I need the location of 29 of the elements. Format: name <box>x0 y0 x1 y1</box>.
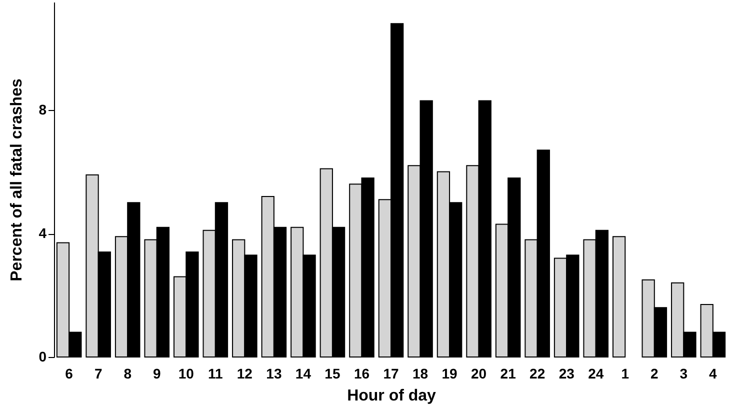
x-tick-label: 22 <box>530 366 546 382</box>
x-tick-label: 3 <box>680 366 688 382</box>
x-tick-label: 20 <box>471 366 487 382</box>
x-tick-label: 9 <box>152 366 161 382</box>
x-tick-label: 24 <box>588 366 604 382</box>
x-tick-label: 11 <box>208 366 224 382</box>
x-tick-label: 7 <box>94 366 102 382</box>
y-axis-title: Percent of all fatal crashes <box>8 78 26 282</box>
x-tick-label: 18 <box>412 366 428 382</box>
x-axis-title: Hour of day <box>347 388 436 404</box>
x-tick-label: 12 <box>236 366 253 382</box>
x-tick-label: 16 <box>354 366 370 382</box>
x-tick-label: 17 <box>383 366 399 382</box>
x-tick-label: 15 <box>324 366 340 382</box>
x-tick-label: 14 <box>295 366 312 382</box>
x-tick-label: 21 <box>500 366 516 382</box>
x-tick-label: 13 <box>266 366 282 382</box>
y-tick-label: 0 <box>38 348 47 364</box>
y-tick-label: 8 <box>38 102 47 118</box>
x-tick-label: 1 <box>621 366 630 382</box>
x-tick-label: 19 <box>442 366 458 382</box>
y-tick-label: 4 <box>38 225 47 242</box>
x-tick-label: 4 <box>709 366 718 382</box>
x-tick-label: 2 <box>650 366 658 382</box>
bar <box>612 236 626 358</box>
x-tick-label: 6 <box>65 366 74 382</box>
x-tick-label: 8 <box>124 366 132 382</box>
x-tick-label: 10 <box>178 366 194 382</box>
x-tick-label: 23 <box>558 366 575 382</box>
